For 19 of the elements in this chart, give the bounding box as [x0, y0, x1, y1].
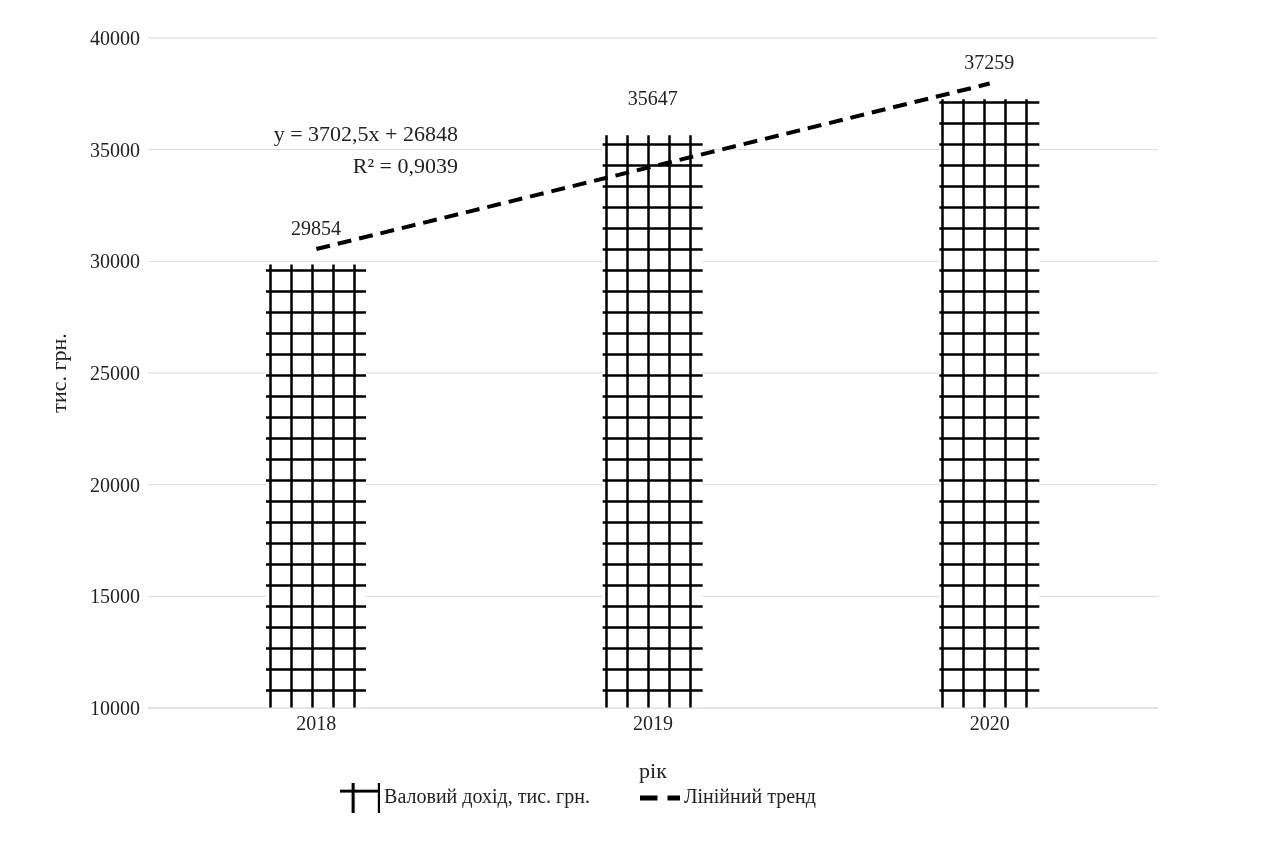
x-tick-label: 2018: [296, 712, 337, 735]
y-tick-label: 25000: [90, 362, 140, 385]
y-tick-label: 30000: [90, 250, 140, 273]
y-axis-title: тис. грн.: [45, 333, 71, 413]
y-tick-label: 10000: [90, 697, 140, 720]
data-label: 37259: [964, 51, 1015, 74]
annotation: R² = 0,9039: [351, 152, 458, 180]
x-axis-title: рік: [639, 758, 668, 783]
legend-label: Лінійний тренд: [683, 784, 816, 807]
x-tick-label: 2020: [969, 712, 1010, 735]
annotation: y = 3702,5x + 26848: [272, 120, 458, 148]
data-label: 35647: [627, 87, 678, 110]
y-tick-label: 20000: [90, 473, 140, 496]
x-tick-label: 2019: [633, 712, 673, 735]
y-tick-label: 15000: [90, 585, 140, 608]
y-tick-label: 35000: [90, 138, 140, 161]
data-label: 29854: [291, 216, 341, 239]
legend-label: Валовий дохід, тис. грн.: [384, 784, 590, 807]
y-tick-label: 40000: [90, 27, 140, 50]
